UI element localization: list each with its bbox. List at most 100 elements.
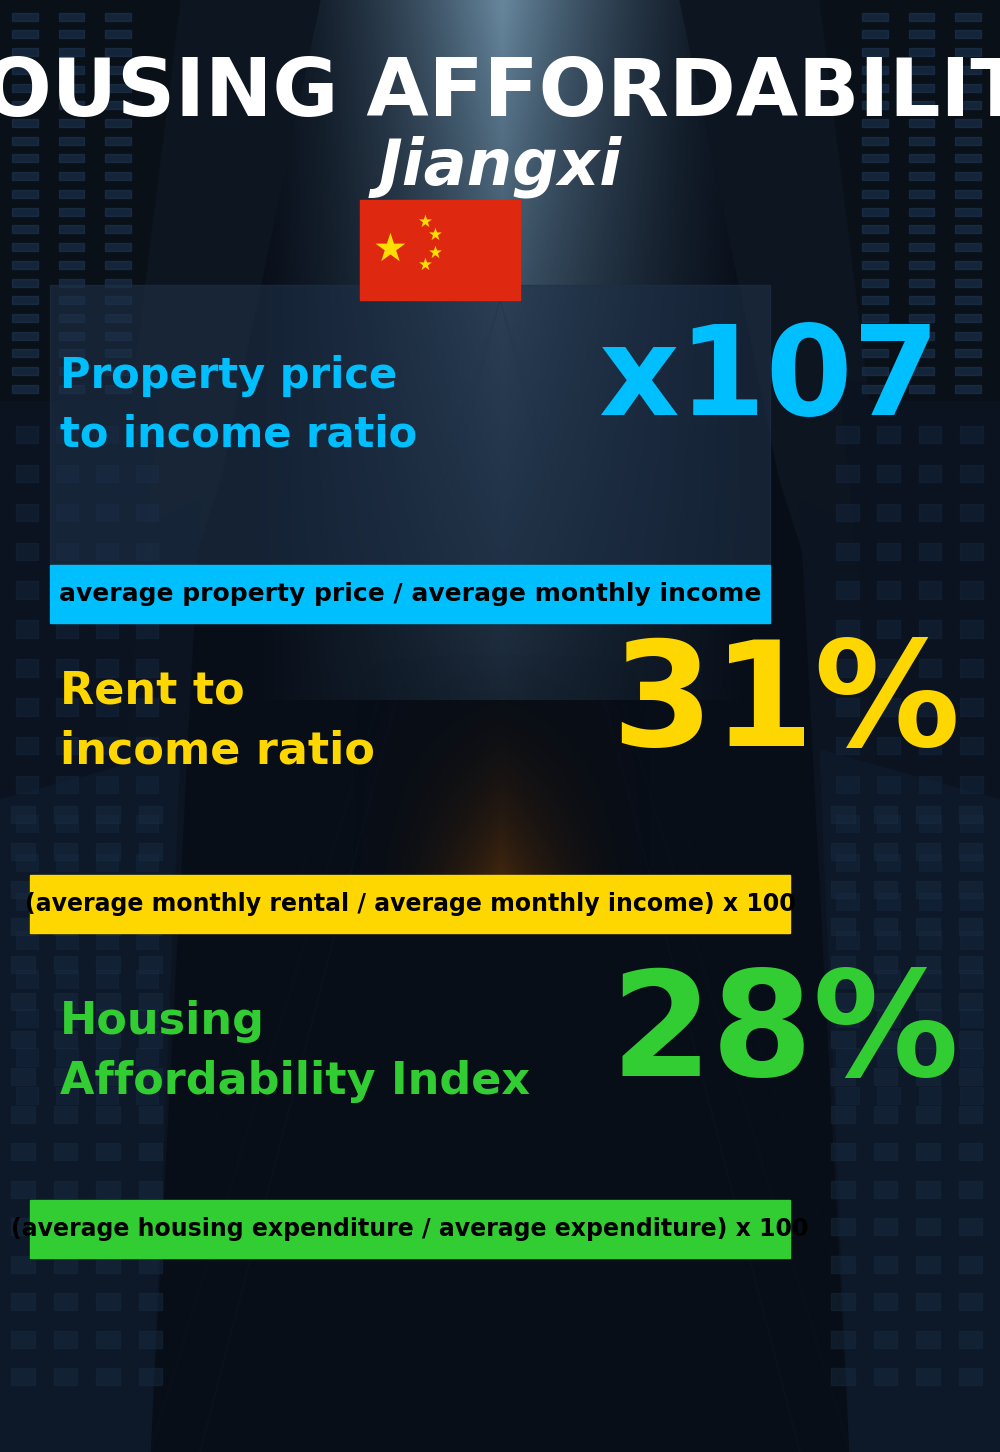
Bar <box>959 1294 982 1310</box>
Bar <box>909 154 934 163</box>
Bar <box>96 993 120 1011</box>
Bar <box>909 65 934 74</box>
Text: ★: ★ <box>428 227 442 244</box>
Bar <box>16 581 38 598</box>
Bar <box>59 385 84 393</box>
Bar <box>836 815 859 832</box>
Bar <box>96 815 118 832</box>
Bar <box>56 581 78 598</box>
Bar <box>862 190 888 197</box>
Bar <box>955 13 981 20</box>
Bar <box>955 225 981 234</box>
Bar <box>56 1009 78 1027</box>
Bar <box>59 331 84 340</box>
Bar <box>874 1143 897 1160</box>
Bar <box>12 225 38 234</box>
Bar <box>56 620 78 637</box>
Bar <box>136 425 158 443</box>
Bar <box>877 543 900 560</box>
Bar <box>960 815 983 832</box>
Bar <box>862 154 888 163</box>
Bar <box>12 154 38 163</box>
Bar <box>59 208 84 216</box>
Bar <box>105 385 131 393</box>
Bar <box>955 102 981 109</box>
Bar <box>12 350 38 357</box>
Bar <box>877 970 900 987</box>
Bar <box>959 1256 982 1272</box>
Polygon shape <box>820 751 1000 1452</box>
Bar <box>831 1143 855 1160</box>
Bar <box>959 1105 982 1122</box>
Bar <box>836 659 859 677</box>
Bar <box>96 918 120 935</box>
Bar <box>862 13 888 20</box>
Bar <box>59 261 84 269</box>
Bar <box>105 48 131 57</box>
Bar <box>56 504 78 521</box>
Bar <box>139 1105 162 1122</box>
Bar <box>56 1048 78 1066</box>
Bar <box>877 425 900 443</box>
Bar <box>960 854 983 871</box>
Text: Housing
Affordability Index: Housing Affordability Index <box>60 1000 530 1104</box>
Bar <box>955 119 981 126</box>
Bar <box>59 173 84 180</box>
Bar <box>874 1218 897 1236</box>
Bar <box>959 993 982 1011</box>
Bar <box>139 1256 162 1272</box>
Bar <box>960 1048 983 1066</box>
Bar <box>831 880 855 897</box>
Bar <box>139 880 162 897</box>
Bar <box>96 775 118 793</box>
Bar <box>919 659 941 677</box>
Bar <box>105 84 131 91</box>
Bar <box>877 620 900 637</box>
Bar <box>11 1256 35 1272</box>
Polygon shape <box>820 0 1000 399</box>
Bar <box>909 13 934 20</box>
Bar <box>96 970 118 987</box>
Bar <box>11 1069 35 1085</box>
Bar <box>56 970 78 987</box>
Bar <box>12 136 38 145</box>
Bar <box>862 225 888 234</box>
Bar <box>836 620 859 637</box>
Bar <box>916 1105 940 1122</box>
Bar <box>836 504 859 521</box>
Bar <box>959 806 982 822</box>
Bar <box>877 1088 900 1105</box>
Bar <box>874 806 897 822</box>
Bar <box>916 1069 940 1085</box>
Bar <box>874 1069 897 1085</box>
Text: ★: ★ <box>418 213 432 231</box>
Bar <box>874 918 897 935</box>
Bar <box>862 350 888 357</box>
Bar <box>59 102 84 109</box>
Bar <box>59 314 84 322</box>
Bar <box>12 65 38 74</box>
Bar <box>105 261 131 269</box>
Bar <box>54 806 77 822</box>
Bar <box>16 504 38 521</box>
Bar <box>139 993 162 1011</box>
Bar <box>955 190 981 197</box>
Bar <box>877 854 900 871</box>
Bar <box>877 893 900 910</box>
Bar <box>955 136 981 145</box>
Bar <box>12 13 38 20</box>
Bar <box>54 1143 77 1160</box>
Bar <box>916 1143 940 1160</box>
Bar <box>16 465 38 482</box>
Bar <box>12 385 38 393</box>
Bar <box>136 1048 158 1066</box>
Bar <box>360 200 520 301</box>
Bar <box>139 1330 162 1347</box>
Bar <box>955 350 981 357</box>
Bar <box>56 659 78 677</box>
Bar <box>916 806 940 822</box>
Bar <box>11 1105 35 1122</box>
Bar <box>916 1294 940 1310</box>
Bar <box>139 1069 162 1085</box>
Bar <box>836 970 859 987</box>
